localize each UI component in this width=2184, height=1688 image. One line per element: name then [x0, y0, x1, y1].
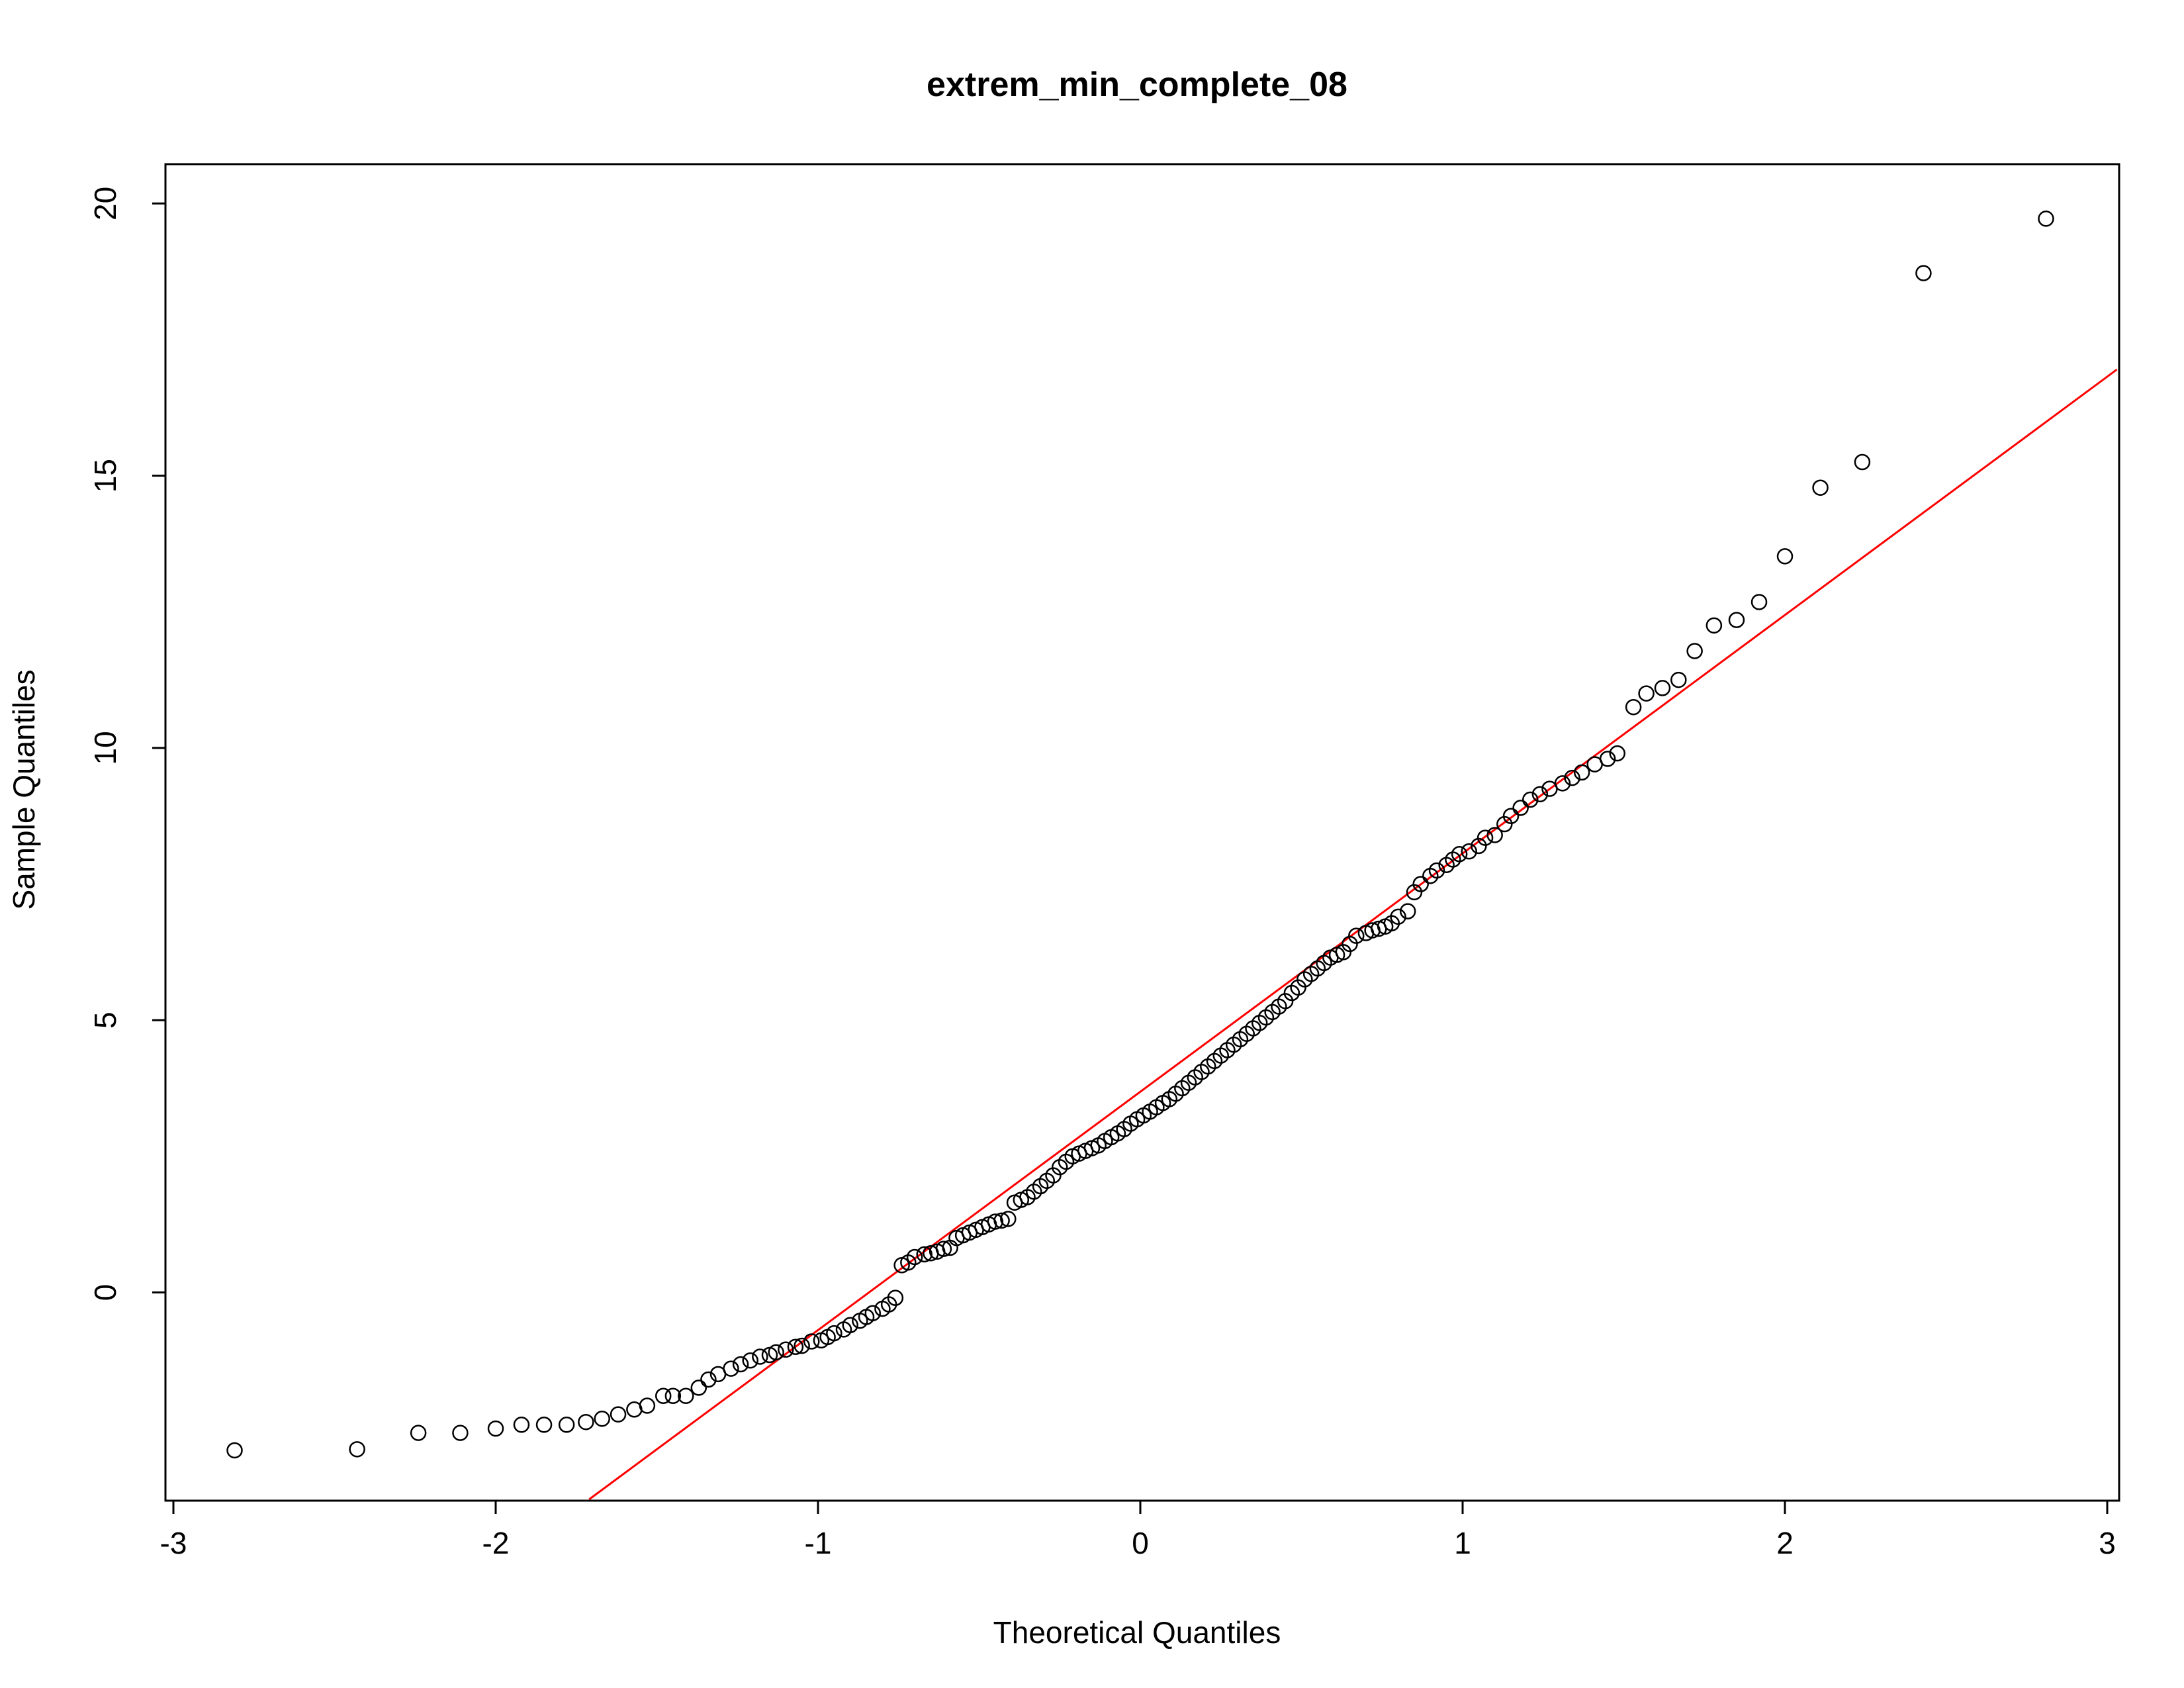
data-point: [794, 1337, 810, 1354]
y-tick-label: 10: [88, 731, 122, 765]
data-point: [1573, 764, 1590, 781]
data-point: [1412, 876, 1429, 892]
x-tick-label: -2: [482, 1526, 510, 1560]
y-tick-label: 15: [88, 459, 122, 492]
data-point: [752, 1348, 768, 1365]
data-point: [864, 1305, 882, 1321]
data-point: [787, 1338, 804, 1355]
data-point: [1609, 745, 1626, 762]
data-point: [1554, 775, 1571, 792]
data-point: [732, 1356, 749, 1373]
data-point: [1502, 808, 1520, 824]
data-point: [655, 1387, 672, 1404]
data-point: [664, 1387, 682, 1404]
data-point: [916, 1246, 933, 1263]
data-point: [778, 1341, 794, 1358]
x-tick-label: -1: [805, 1526, 832, 1560]
data-point: [639, 1397, 656, 1414]
reference-line: [588, 369, 2118, 1501]
axes: -3 -2 -1 0 1 2 3 0 5 10 15 20: [88, 187, 2116, 1560]
x-tick-label: 3: [2099, 1526, 2116, 1560]
data-point: [1477, 829, 1494, 846]
data-point: [1686, 643, 1703, 659]
y-tick-label: 0: [88, 1284, 122, 1301]
data-point: [1751, 594, 1768, 610]
data-point: [887, 1289, 904, 1306]
x-axis-title: Theoretical Quantiles: [993, 1615, 1281, 1650]
data-point: [826, 1325, 842, 1342]
x-tick-label: 0: [1132, 1526, 1149, 1560]
data-point: [535, 1417, 553, 1433]
x-tick-label: 2: [1776, 1526, 1794, 1560]
data-point: [610, 1406, 627, 1423]
data-point: [1512, 800, 1529, 816]
x-tick-label: 1: [1454, 1526, 1471, 1560]
data-point: [2038, 211, 2054, 227]
data-point: [1625, 698, 1642, 716]
data-point: [1776, 548, 1794, 565]
data-point: [578, 1413, 594, 1430]
data-point: [700, 1371, 717, 1388]
data-point: [1915, 265, 1932, 281]
data-point: [1399, 903, 1416, 919]
data-point: [1000, 1211, 1017, 1227]
data-point: [1654, 680, 1671, 696]
data-point: [1522, 791, 1539, 808]
data-point: [690, 1380, 707, 1396]
data-point: [935, 1241, 952, 1257]
data-point: [768, 1344, 784, 1361]
data-point: [1670, 671, 1687, 688]
data-point: [226, 1442, 243, 1459]
data-point: [1854, 453, 1871, 471]
data-point: [1638, 685, 1655, 702]
data-point: [993, 1212, 1010, 1229]
data-point: [594, 1411, 610, 1427]
data-point: [513, 1417, 530, 1433]
chart-title: extrem_min_complete_08: [927, 66, 1347, 104]
data-point: [1348, 927, 1365, 944]
data-point: [1451, 846, 1468, 863]
data-point: [452, 1425, 469, 1441]
x-tick-label: -3: [160, 1526, 187, 1560]
data-point: [349, 1441, 365, 1458]
data-points: [226, 211, 2054, 1459]
data-point: [1390, 908, 1406, 925]
data-point: [1461, 843, 1477, 860]
data-point: [906, 1248, 923, 1266]
data-point: [487, 1420, 504, 1437]
data-point: [742, 1352, 758, 1369]
data-point: [1531, 786, 1549, 803]
data-point: [1564, 769, 1580, 786]
data-point: [987, 1213, 1004, 1230]
data-point: [558, 1417, 575, 1433]
data-point: [678, 1387, 694, 1404]
y-tick-label: 5: [88, 1011, 122, 1029]
data-point: [1812, 479, 1829, 496]
data-point: [723, 1360, 739, 1377]
data-point: [1599, 751, 1616, 767]
data-point: [410, 1425, 427, 1441]
plot-frame: [164, 163, 2120, 1502]
data-point: [1428, 862, 1445, 879]
y-axis-title: Sample Quantiles: [7, 669, 41, 910]
y-tick-label: 20: [88, 187, 122, 220]
data-point: [1728, 612, 1745, 628]
data-point: [803, 1333, 820, 1350]
data-point: [1486, 827, 1503, 843]
data-point: [842, 1317, 858, 1334]
data-point: [1706, 617, 1723, 634]
